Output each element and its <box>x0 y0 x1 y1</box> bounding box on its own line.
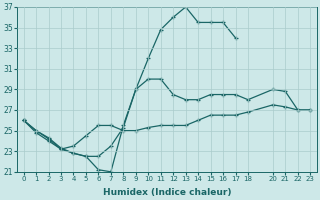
X-axis label: Humidex (Indice chaleur): Humidex (Indice chaleur) <box>103 188 231 197</box>
